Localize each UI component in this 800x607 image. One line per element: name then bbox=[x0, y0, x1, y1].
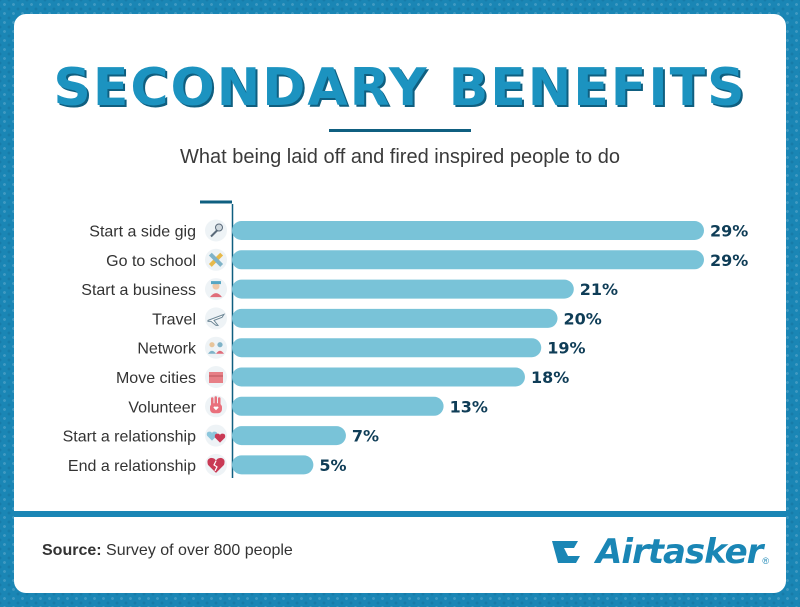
bar bbox=[232, 279, 574, 299]
value-label: 29% bbox=[710, 251, 748, 270]
bar bbox=[232, 367, 525, 387]
source-note: Source: Survey of over 800 people bbox=[42, 542, 293, 560]
value-label: 7% bbox=[352, 427, 379, 446]
category-label: Go to school bbox=[106, 253, 196, 270]
brand-name: Airtasker bbox=[596, 532, 763, 572]
bar bbox=[232, 338, 542, 358]
bar bbox=[232, 308, 558, 328]
bar bbox=[232, 426, 346, 446]
source-text: Survey of over 800 people bbox=[101, 542, 293, 559]
chart-title: SECONDARY BENEFITS bbox=[53, 58, 747, 118]
moving-box-icon bbox=[205, 366, 227, 388]
bar bbox=[232, 455, 314, 475]
value-label: 18% bbox=[531, 368, 569, 387]
pencil-ruler-icon bbox=[205, 248, 227, 271]
category-label: Travel bbox=[152, 311, 196, 328]
airtasker-mark-icon bbox=[552, 541, 580, 563]
broken-heart-icon bbox=[205, 453, 227, 476]
category-label: Start a side gig bbox=[89, 224, 196, 241]
bar bbox=[232, 250, 704, 270]
source-label: Source: bbox=[42, 542, 102, 559]
category-label: Start a relationship bbox=[63, 429, 197, 446]
title-underline bbox=[329, 129, 471, 132]
airplane-icon bbox=[205, 307, 227, 330]
value-label: 13% bbox=[450, 397, 488, 416]
registered-mark: ® bbox=[762, 556, 770, 566]
value-label: 20% bbox=[564, 309, 602, 328]
category-label: End a relationship bbox=[68, 458, 196, 475]
airtasker-logo: Airtasker ® bbox=[550, 532, 769, 572]
raised-hand-icon bbox=[205, 395, 227, 418]
category-label: Network bbox=[137, 341, 197, 358]
category-label: Start a business bbox=[81, 282, 196, 299]
infographic-card: SECONDARY BENEFITS What being laid off a… bbox=[14, 14, 786, 593]
category-label: Move cities bbox=[116, 370, 196, 387]
people-network-icon bbox=[205, 336, 227, 359]
value-label: 21% bbox=[580, 280, 618, 299]
footer-divider bbox=[14, 511, 786, 517]
value-label: 5% bbox=[319, 456, 346, 475]
value-label: 29% bbox=[710, 222, 748, 241]
bar bbox=[232, 396, 444, 416]
value-label: 19% bbox=[547, 339, 585, 358]
two-hearts-icon bbox=[205, 424, 227, 447]
bar bbox=[232, 221, 704, 240]
chart-subtitle: What being laid off and fired inspired p… bbox=[180, 146, 620, 168]
businessperson-icon bbox=[205, 278, 227, 301]
bar-chart: Start a side gig 29% Go to school 29% Start … bbox=[63, 200, 748, 478]
category-label: Volunteer bbox=[128, 399, 196, 416]
microphone-icon bbox=[205, 219, 227, 242]
